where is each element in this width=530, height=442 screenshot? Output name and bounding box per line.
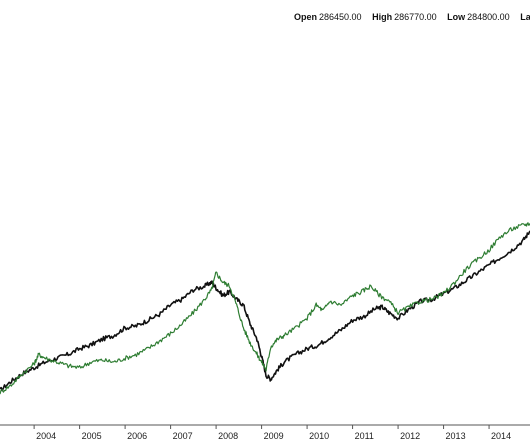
x-tick-label: 2014 xyxy=(491,431,511,441)
x-tick-label: 2006 xyxy=(127,431,147,441)
x-tick-label: 2007 xyxy=(173,431,193,441)
open-value: 286450.00 xyxy=(319,12,362,22)
series-line-2 xyxy=(0,222,530,395)
x-tick-label: 2004 xyxy=(36,431,56,441)
low-value: 284800.00 xyxy=(467,12,510,22)
x-axis: 2004 2005 2006 2007 2008 2009 2010 2011 2012 2013… xyxy=(0,424,530,441)
x-tick-label: 2009 xyxy=(264,431,284,441)
x-tick-label: 2013 xyxy=(446,431,466,441)
last-label: Last xyxy=(520,12,530,22)
high-label: High xyxy=(372,12,393,22)
x-tick-label: 2008 xyxy=(218,431,238,441)
plot-area xyxy=(0,222,530,395)
x-tick-label: 2005 xyxy=(82,431,102,441)
x-tick-label: 2012 xyxy=(400,431,420,441)
ohlc-values: Open 286450.00 High 286770.00 Low 284800.00… xyxy=(294,12,530,22)
x-tick-label: 2011 xyxy=(355,431,374,441)
ohlc-summary-bar: Open 286450.00 High 286770.00 Low 284800.00… xyxy=(0,10,530,26)
low-label: Low xyxy=(447,12,466,22)
high-value: 286770.00 xyxy=(394,12,437,22)
x-tick-label: 2010 xyxy=(309,431,329,441)
open-label: Open xyxy=(294,12,318,22)
series-line-1 xyxy=(0,230,530,392)
